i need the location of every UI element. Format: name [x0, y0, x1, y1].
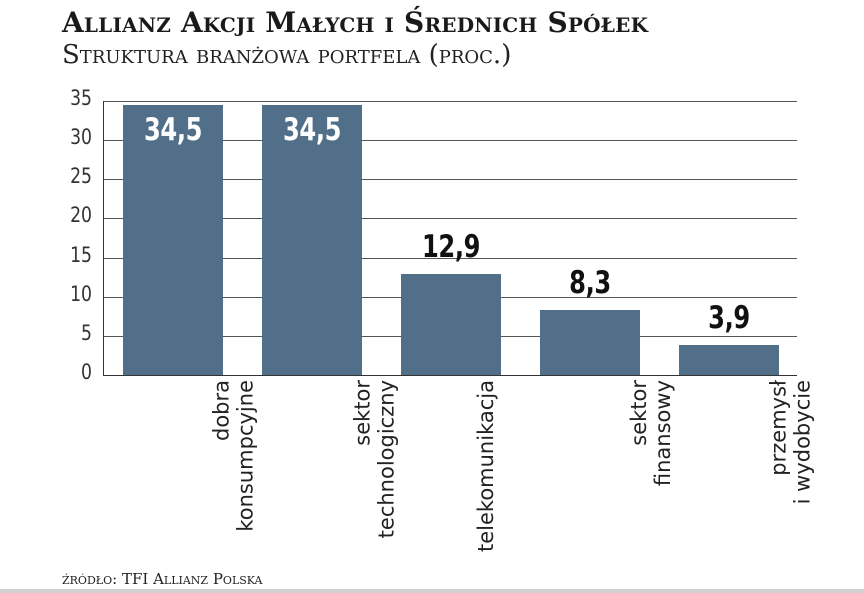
source-note: źródło: TFI Allianz Polska: [62, 570, 263, 588]
x-label-text: telekomunikacja: [474, 380, 498, 552]
x-label-text: sektor technologiczny: [350, 380, 398, 539]
bar-sektor-technologiczny: [262, 105, 362, 375]
value-label-sektor-finansowy: 8,3: [569, 265, 611, 301]
x-label-text: sektor finansowy: [627, 380, 675, 487]
x-label-sektor-finansowy: sektor finansowy: [567, 380, 675, 580]
chart-title: Allianz Akcji Małych i Średnich Spółek: [62, 6, 649, 39]
gridline-30: [103, 140, 797, 141]
value-label-sektor-technologiczny: 34,5: [282, 112, 342, 148]
gridline-35: [103, 101, 797, 102]
y-tick-5: 5: [81, 321, 92, 345]
gridline-20: [103, 218, 797, 219]
value-label-przemysl-i-wydobycie: 3,9: [708, 300, 750, 336]
x-axis-line: [103, 375, 797, 376]
bar-przemysl-i-wydobycie: [679, 345, 779, 375]
x-label-text: dobra konsumpcyjne: [210, 380, 258, 532]
bar-dobra-konsumpcyjne: [123, 105, 223, 375]
y-tick-0: 0: [81, 360, 92, 384]
value-label-dobra-konsumpcyjne: 34,5: [143, 112, 203, 148]
y-axis-line: [103, 101, 104, 375]
y-tick-35: 35: [70, 86, 92, 110]
value-label-telekomunikacja: 12,9: [421, 229, 481, 265]
x-label-sektor-technologiczny: sektor technologiczny: [290, 380, 398, 580]
gridline-25: [103, 179, 797, 180]
y-tick-30: 30: [70, 125, 92, 149]
x-label-przemysl-i-wydobycie: przemysł i wydobycie: [706, 380, 814, 580]
x-label-telekomunikacja: telekomunikacja: [414, 380, 498, 580]
x-label-text: przemysł i wydobycie: [766, 380, 814, 505]
y-tick-10: 10: [70, 282, 92, 306]
x-label-dobra-konsumpcyjne: dobra konsumpcyjne: [150, 380, 258, 580]
chart-subtitle: Struktura branżowa portfela (proc.): [62, 40, 512, 70]
bottom-divider: [0, 589, 864, 593]
bar-telekomunikacja: [401, 274, 501, 375]
gridline-15: [103, 258, 797, 259]
bar-sektor-finansowy: [540, 310, 640, 375]
plot-area: 34,5 34,5 12,9 8,3 3,9: [103, 101, 797, 376]
y-tick-15: 15: [70, 243, 92, 267]
y-tick-25: 25: [70, 164, 92, 188]
y-tick-20: 20: [70, 203, 92, 227]
